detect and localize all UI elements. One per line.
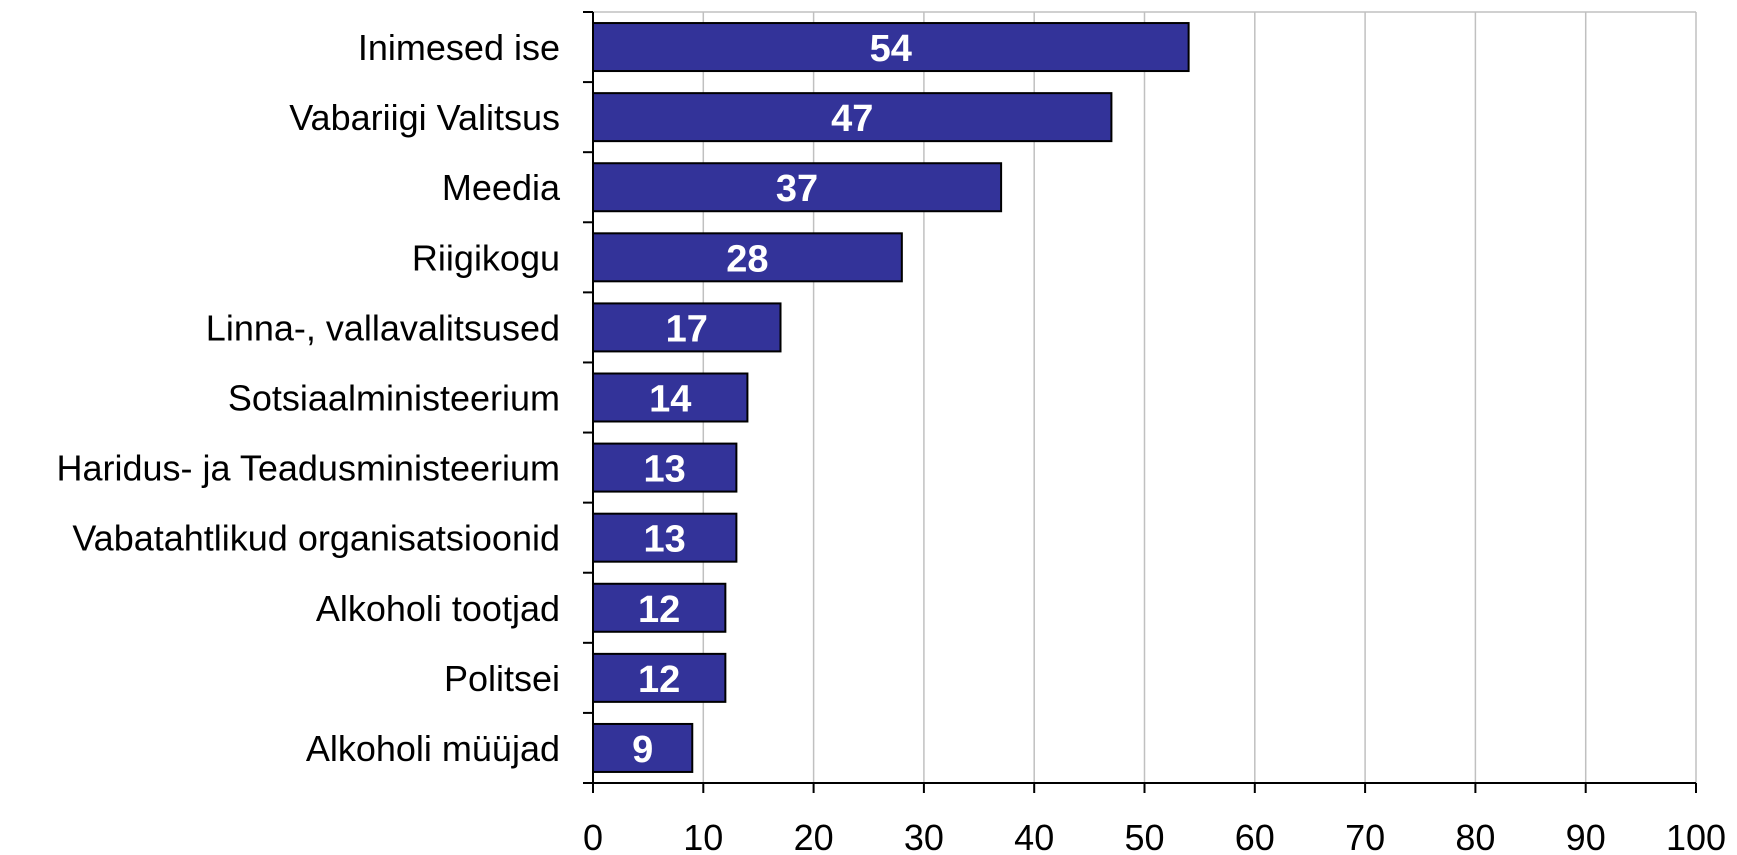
- bars: [592, 22, 1190, 773]
- data-label-0: 54: [870, 28, 912, 70]
- category-label-2: Meedia: [442, 167, 561, 208]
- x-tick-labels: 0 10 20 30 40 50 60 70 80 90 100: [583, 817, 1726, 855]
- category-label-4: Linna-, vallavalitsused: [206, 307, 560, 348]
- category-label-3: Riigikogu: [412, 237, 560, 278]
- x-tick-label-100: 100: [1666, 817, 1726, 855]
- category-label-5: Sotsiaalministeerium: [228, 378, 560, 419]
- category-label-0: Inimesed ise: [358, 27, 560, 68]
- category-label-6: Haridus- ja Teadusministeerium: [56, 448, 560, 489]
- data-label-9: 12: [638, 659, 680, 701]
- x-tick-label-50: 50: [1124, 817, 1164, 855]
- data-label-8: 12: [638, 589, 680, 631]
- x-tick-label-30: 30: [904, 817, 944, 855]
- category-label-8: Alkoholi tootjad: [316, 588, 560, 629]
- data-label-10: 9: [632, 729, 653, 771]
- x-tick-label-10: 10: [683, 817, 723, 855]
- data-label-5: 14: [649, 379, 691, 421]
- category-label-10: Alkoholi müüjad: [306, 728, 560, 769]
- category-label-9: Politsei: [444, 658, 560, 699]
- x-tick-label-60: 60: [1235, 817, 1275, 855]
- x-tick-label-40: 40: [1014, 817, 1054, 855]
- data-label-2: 37: [776, 168, 818, 210]
- bar-0: [592, 22, 1190, 73]
- bar-4: [592, 302, 782, 353]
- x-tick-label-70: 70: [1345, 817, 1385, 855]
- x-tick-label-90: 90: [1566, 817, 1606, 855]
- bar-10: [592, 722, 694, 773]
- category-labels: Inimesed ise Vabariigi Valitsus Meedia Riig…: [56, 27, 561, 769]
- category-label-1: Vabariigi Valitsus: [289, 97, 560, 138]
- bar-2: [592, 162, 1003, 213]
- data-label-6: 13: [644, 449, 686, 491]
- x-tick-label-80: 80: [1455, 817, 1495, 855]
- category-label-7: Vabatahtlikud organisatsioonid: [72, 518, 560, 559]
- bar-8: [592, 582, 727, 633]
- bar-6: [592, 442, 738, 493]
- data-label-4: 17: [666, 308, 708, 350]
- data-label-7: 13: [644, 519, 686, 561]
- x-tick-label-20: 20: [794, 817, 834, 855]
- bar-7: [592, 512, 738, 563]
- data-label-1: 47: [831, 98, 873, 140]
- data-label-3: 28: [726, 238, 768, 280]
- x-tick-label-0: 0: [583, 817, 603, 855]
- axes: [583, 11, 1697, 793]
